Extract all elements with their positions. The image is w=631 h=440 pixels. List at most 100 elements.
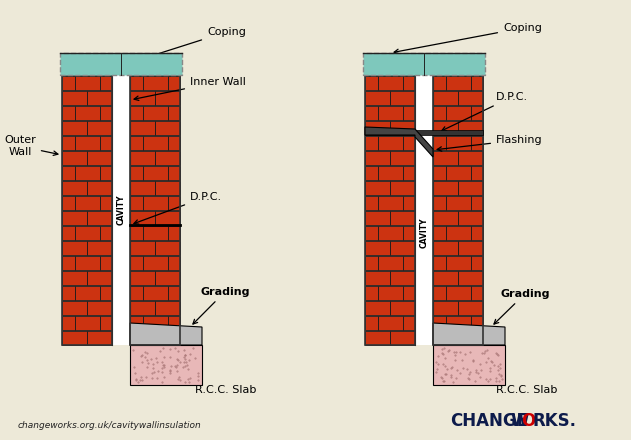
- Bar: [62, 256, 74, 270]
- Point: [481, 375, 491, 382]
- Bar: [378, 106, 403, 120]
- Point: [141, 373, 151, 380]
- Point: [495, 364, 505, 371]
- Bar: [62, 76, 74, 90]
- Point: [175, 377, 185, 384]
- Point: [441, 371, 451, 378]
- Bar: [365, 76, 377, 90]
- Bar: [365, 271, 389, 285]
- Bar: [433, 316, 445, 330]
- Point: [129, 364, 139, 371]
- Bar: [433, 76, 445, 90]
- Bar: [130, 181, 155, 195]
- Bar: [130, 136, 143, 150]
- Bar: [471, 196, 483, 210]
- Bar: [75, 286, 100, 300]
- Point: [180, 356, 190, 363]
- Bar: [446, 106, 471, 120]
- Point: [156, 365, 167, 372]
- Point: [175, 358, 185, 365]
- Point: [190, 354, 200, 361]
- Point: [457, 356, 467, 363]
- Point: [455, 348, 465, 355]
- Bar: [75, 106, 100, 120]
- Point: [174, 376, 184, 383]
- Bar: [155, 211, 179, 225]
- Bar: [365, 286, 377, 300]
- Point: [180, 359, 191, 366]
- Bar: [433, 286, 445, 300]
- Bar: [446, 76, 471, 90]
- Point: [439, 361, 449, 368]
- Bar: [458, 121, 483, 135]
- Point: [449, 348, 459, 356]
- Point: [136, 358, 146, 365]
- Point: [147, 369, 157, 376]
- Point: [487, 358, 497, 365]
- Point: [172, 367, 182, 374]
- Bar: [130, 75, 180, 345]
- Bar: [168, 76, 180, 90]
- Bar: [112, 75, 130, 345]
- Bar: [155, 121, 179, 135]
- Point: [130, 370, 140, 377]
- Bar: [378, 286, 403, 300]
- Point: [180, 352, 190, 359]
- Bar: [446, 256, 471, 270]
- Bar: [458, 151, 483, 165]
- Point: [480, 347, 490, 354]
- Point: [140, 348, 150, 356]
- Bar: [433, 75, 483, 345]
- Point: [143, 359, 153, 367]
- Point: [478, 349, 488, 356]
- Bar: [471, 76, 483, 90]
- Point: [437, 374, 447, 381]
- Bar: [87, 211, 112, 225]
- Bar: [155, 91, 179, 105]
- Text: Outer
Wall: Outer Wall: [4, 136, 58, 157]
- Point: [493, 352, 503, 359]
- Bar: [62, 91, 86, 105]
- Bar: [458, 301, 483, 315]
- Point: [179, 359, 189, 366]
- Point: [445, 371, 456, 378]
- Point: [483, 355, 493, 362]
- Point: [495, 361, 505, 368]
- Bar: [365, 91, 389, 105]
- Point: [140, 354, 150, 361]
- Point: [432, 366, 442, 373]
- Point: [456, 369, 466, 376]
- Point: [462, 366, 472, 373]
- Bar: [433, 271, 457, 285]
- Bar: [390, 211, 415, 225]
- Point: [477, 349, 487, 356]
- Bar: [403, 196, 415, 210]
- Point: [187, 345, 198, 352]
- Bar: [403, 286, 415, 300]
- Point: [172, 356, 182, 363]
- Bar: [378, 226, 403, 240]
- Bar: [365, 256, 377, 270]
- Point: [451, 374, 461, 381]
- Bar: [471, 256, 483, 270]
- Bar: [378, 196, 403, 210]
- Point: [473, 370, 483, 377]
- Point: [136, 374, 146, 381]
- Text: Coping: Coping: [394, 23, 542, 54]
- Text: O: O: [521, 412, 535, 430]
- Point: [155, 347, 165, 354]
- Bar: [130, 271, 155, 285]
- Point: [165, 362, 175, 369]
- Bar: [390, 301, 415, 315]
- Bar: [130, 345, 202, 385]
- Point: [439, 344, 449, 351]
- Point: [468, 358, 478, 365]
- Point: [158, 345, 168, 352]
- Bar: [433, 151, 457, 165]
- Bar: [155, 151, 179, 165]
- Bar: [62, 271, 86, 285]
- Point: [127, 346, 138, 353]
- Bar: [130, 166, 143, 180]
- Point: [442, 365, 452, 372]
- Point: [493, 378, 504, 385]
